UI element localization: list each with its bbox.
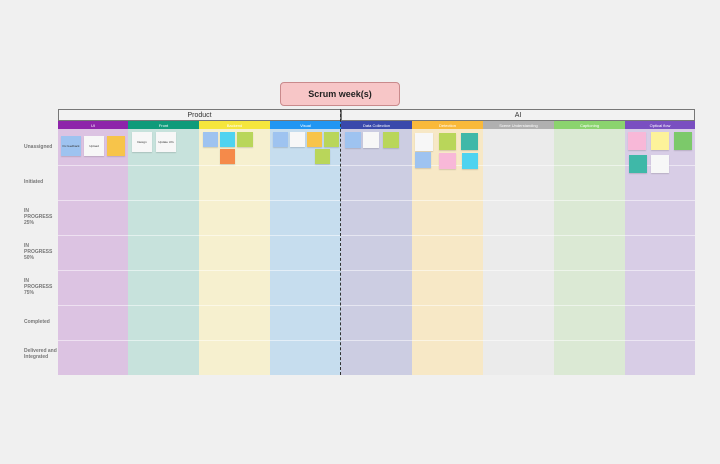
sticky-note[interactable] [324,132,339,147]
column-data-collection: Data Collection [341,121,412,375]
sticky-note[interactable] [629,155,647,173]
sticky-note[interactable] [237,132,253,147]
sticky-note[interactable] [273,132,288,147]
sticky-note[interactable] [315,149,330,164]
sticky-note[interactable] [290,132,305,147]
column-header[interactable]: Captioning [554,121,625,129]
group-product[interactable]: Product [58,109,341,121]
column-visual: Visual [270,121,341,375]
sticky-note[interactable] [439,153,456,169]
sticky-note[interactable] [203,132,218,147]
sticky-note[interactable] [107,136,125,156]
sticky-note[interactable] [220,132,235,147]
column-scene-understanding: Scene Understanding [483,121,554,375]
column-front: Front [128,121,199,375]
row-label: IN PROGRESS 50% [24,243,53,261]
row-divider [58,270,695,271]
sticky-note[interactable] [674,132,692,150]
row-divider [58,305,695,306]
sticky-note[interactable] [462,153,478,169]
column-captioning: Captioning [554,121,625,375]
row-label: Delivered and Integrated [24,348,57,360]
row-divider [58,340,695,341]
sticky-note[interactable] [415,152,431,168]
sticky-note[interactable] [651,132,669,150]
row-label: IN PROGRESS 25% [24,208,53,226]
row-label: Initiated [24,179,44,185]
column-header[interactable]: Scene Understanding [483,121,554,129]
row-divider [58,235,695,236]
column-header[interactable]: Detection [412,121,483,129]
sticky-note[interactable] [651,155,669,173]
sticky-note[interactable] [383,132,399,148]
row-label: IN PROGRESS 75% [24,278,53,296]
sticky-note[interactable] [345,132,361,148]
column-header[interactable]: UI [58,121,128,129]
sticky-note[interactable] [363,132,379,148]
sticky-note[interactable] [439,133,456,150]
row-divider [58,165,695,166]
column-header[interactable]: Data Collection [341,121,412,129]
sticky-note[interactable]: Upload [84,136,104,156]
row-label: Completed [24,319,50,325]
column-header[interactable]: Backend [199,121,270,129]
row-label: Unassigned [24,144,53,150]
sticky-note[interactable] [220,149,235,164]
column-header[interactable]: Optical flow [625,121,695,129]
sticky-note[interactable]: Design [132,132,152,152]
column-header[interactable]: Front [128,121,199,129]
sticky-note[interactable]: Update UI's [156,132,176,152]
sticky-note[interactable] [628,132,646,150]
column-header[interactable]: Visual [270,121,341,129]
column-ui: UI [58,121,128,375]
group-divider [340,109,341,375]
board-title[interactable]: Scrum week(s) [280,82,400,106]
sticky-note[interactable]: Fix feedback [61,136,81,156]
row-divider [58,200,695,201]
group-ai[interactable]: AI [341,109,695,121]
sticky-note[interactable] [461,133,478,150]
sticky-note[interactable] [307,132,322,147]
sticky-note[interactable] [415,133,433,151]
